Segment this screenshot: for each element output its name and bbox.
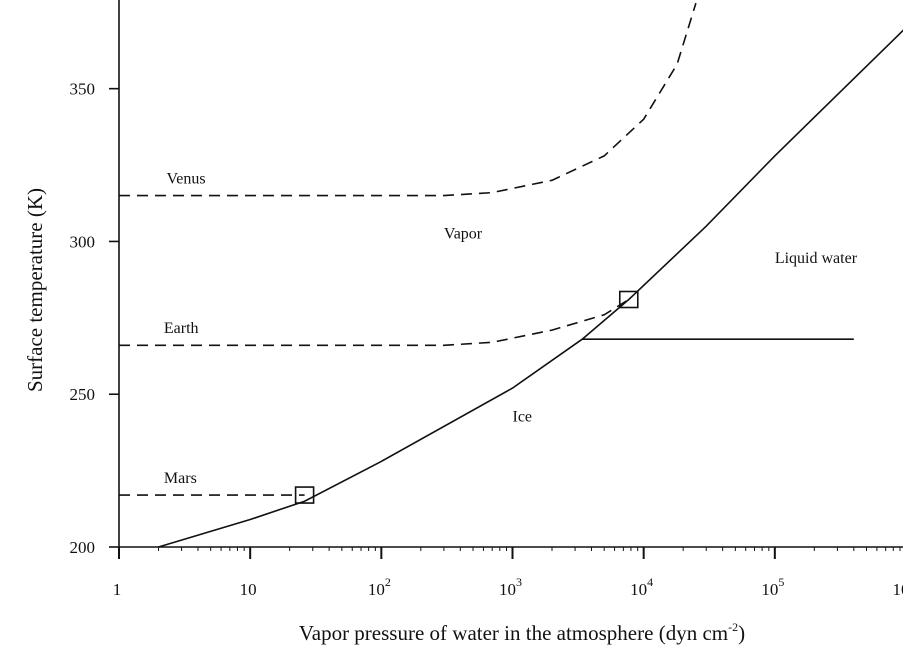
planet-label-mars: Mars xyxy=(164,470,197,487)
x-tick-label-exp-5: 5 xyxy=(778,575,784,589)
x-tick-label-2: 102 xyxy=(368,575,391,599)
planet-label-venus: Venus xyxy=(166,170,205,187)
x-axis-title-main: Vapor pressure of water in the atmospher… xyxy=(299,621,728,645)
x-tick-label-1: 10 xyxy=(240,580,257,599)
x-tick-label-5: 105 xyxy=(761,575,784,599)
x-axis-title-exponent: -2 xyxy=(728,620,738,634)
x-tick-label-exp-2: 2 xyxy=(385,575,391,589)
marker-layer xyxy=(294,290,639,504)
x-tick-label-base-0: 1 xyxy=(113,580,122,599)
x-axis-title: Vapor pressure of water in the atmospher… xyxy=(299,620,745,645)
x-tick-label-4: 104 xyxy=(630,575,653,599)
series-line-venus xyxy=(119,2,697,197)
label-layer: Vapor Liquid water Ice Venus Earth Mars xyxy=(164,170,858,486)
region-label-liquid-water: Liquid water xyxy=(775,250,858,267)
x-tick-label-6: 106 xyxy=(893,575,903,599)
x-tick-label-3: 103 xyxy=(499,575,522,599)
y-tick-label-300: 300 xyxy=(70,232,96,251)
x-axis-title-suffix: ) xyxy=(738,621,745,645)
x-tick-label-0: 1 xyxy=(113,580,122,599)
planet-label-earth: Earth xyxy=(164,320,199,337)
marker-earth xyxy=(618,290,639,309)
y-tick-label-250: 250 xyxy=(70,385,96,404)
x-tick-label-base-5: 10 xyxy=(761,580,778,599)
y-axis-title: Surface temperature (K) xyxy=(23,188,47,392)
region-label-ice: Ice xyxy=(513,409,533,426)
x-tick-label-base-1: 10 xyxy=(240,580,257,599)
y-tick-label-200: 200 xyxy=(70,538,96,557)
x-tick-label-base-4: 10 xyxy=(630,580,647,599)
x-tick-label-exp-4: 4 xyxy=(647,575,653,589)
x-tick-label-base-6: 10 xyxy=(893,580,903,599)
region-label-vapor: Vapor xyxy=(444,225,483,242)
y-tick-label-350: 350 xyxy=(70,80,96,99)
axes: 200250300350110102103104105106 xyxy=(70,0,903,599)
x-tick-label-base-3: 10 xyxy=(499,580,516,599)
series-line-0 xyxy=(158,29,903,548)
series-layer xyxy=(119,2,903,548)
x-tick-label-base-2: 10 xyxy=(368,580,385,599)
x-tick-label-exp-3: 3 xyxy=(516,575,522,589)
series-line-earth xyxy=(119,298,630,347)
marker-mars xyxy=(294,486,315,504)
